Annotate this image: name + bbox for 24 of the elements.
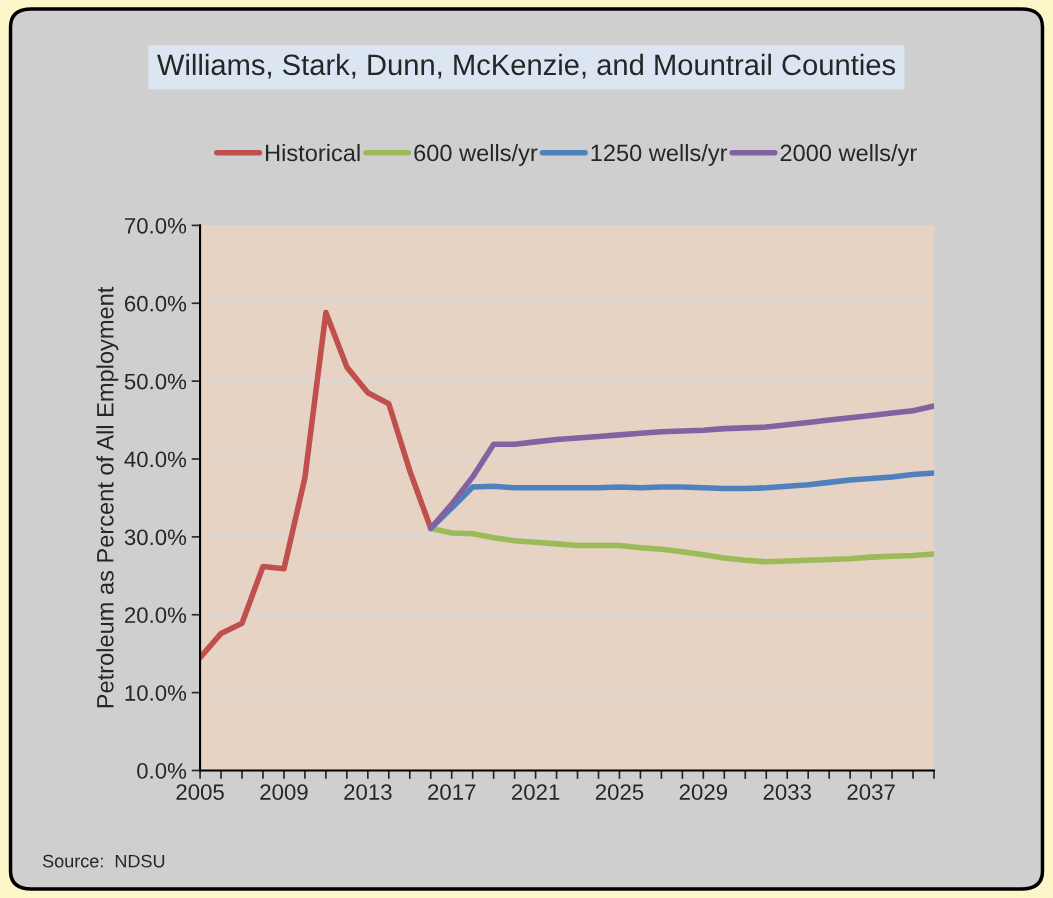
y-tick-label: 10.0% <box>125 685 187 701</box>
y-axis-title: Petroleum as Percent of All Employment <box>96 286 119 708</box>
y-tick-label: 30.0% <box>124 529 187 546</box>
y-tick-label: 60.0% <box>125 295 187 312</box>
legend-label: 2000 wells/yr <box>780 143 917 166</box>
x-tick-label: 2009 <box>260 784 308 800</box>
x-tick-label: 2037 <box>847 784 895 800</box>
x-tick-label: 2017 <box>428 784 476 800</box>
x-tick-label: 2029 <box>679 784 728 800</box>
y-tick-label: 70.0% <box>125 217 187 234</box>
legend-label: Historical <box>266 143 360 162</box>
y-tick-label: 40.0% <box>124 451 187 468</box>
x-tick-label: 2005 <box>176 784 224 800</box>
y-tick-label: 50.0% <box>124 373 187 390</box>
x-tick-label: 2013 <box>344 784 392 800</box>
x-tick-label: 2025 <box>595 784 644 800</box>
legend-label: 1250 wells/yr <box>591 143 728 166</box>
x-tick-label: 2021 <box>511 784 560 800</box>
chart-title: Williams, Stark, Dunn, McKenzie, and Mountrail Counties <box>157 53 896 79</box>
y-tick-label: 20.0% <box>124 607 187 624</box>
y-tick-label: 0.0% <box>137 763 187 779</box>
legend-label: 600 wells/yr <box>414 143 538 166</box>
x-tick-label: 2033 <box>763 784 811 800</box>
source-note: Source: NDSU <box>42 854 165 868</box>
